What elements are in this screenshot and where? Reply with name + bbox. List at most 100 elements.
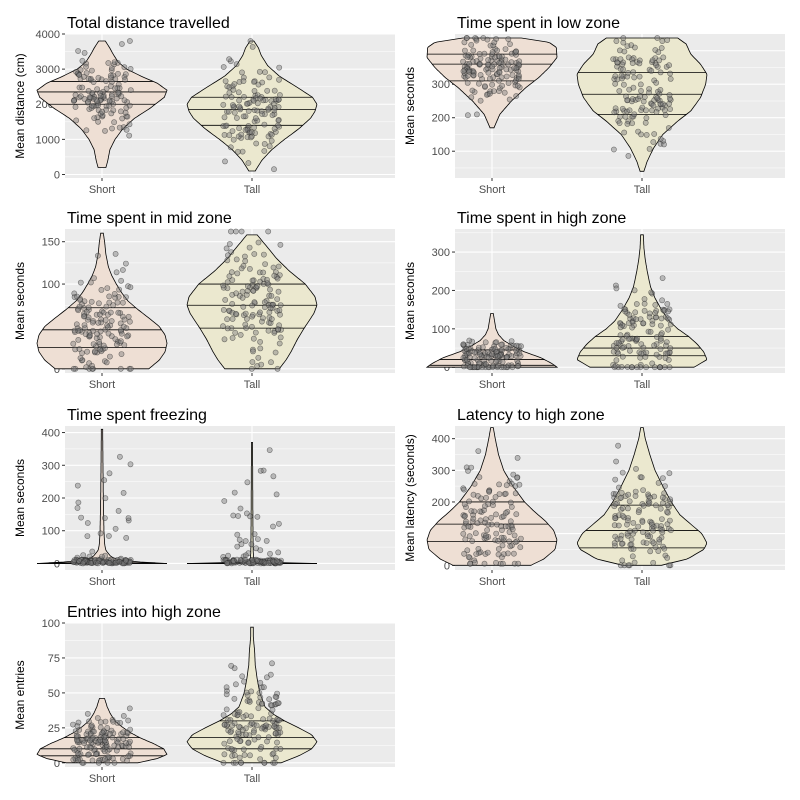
data-point bbox=[660, 54, 667, 61]
data-point bbox=[275, 288, 282, 295]
data-point bbox=[250, 729, 257, 736]
data-point bbox=[75, 757, 81, 764]
data-point bbox=[75, 499, 82, 506]
data-point bbox=[636, 60, 643, 67]
data-point bbox=[617, 56, 624, 62]
x-tick-label: Short bbox=[89, 576, 115, 588]
data-point bbox=[475, 448, 482, 454]
data-point bbox=[270, 759, 277, 766]
data-point bbox=[470, 47, 477, 54]
data-point bbox=[641, 307, 648, 314]
panel-title: Time spent freezing bbox=[67, 407, 207, 424]
data-point bbox=[623, 332, 630, 339]
data-point bbox=[648, 68, 655, 74]
data-point bbox=[466, 364, 473, 371]
data-point bbox=[108, 93, 115, 99]
data-point bbox=[633, 316, 639, 323]
data-point bbox=[247, 134, 254, 141]
data-point bbox=[71, 557, 78, 563]
data-point bbox=[646, 89, 652, 96]
x-tick-label: Short bbox=[89, 184, 115, 196]
x-tick-label: Tall bbox=[634, 576, 651, 588]
data-point bbox=[106, 98, 113, 105]
panel-title: Latency to high zone bbox=[457, 407, 605, 424]
data-point bbox=[223, 691, 230, 698]
data-point bbox=[667, 76, 674, 82]
data-point bbox=[247, 752, 253, 759]
data-point bbox=[96, 341, 103, 347]
data-point bbox=[660, 101, 666, 107]
data-point bbox=[251, 88, 258, 94]
data-point bbox=[112, 336, 119, 342]
data-point bbox=[244, 479, 251, 486]
data-point bbox=[89, 365, 96, 372]
data-point bbox=[120, 490, 127, 496]
data-point bbox=[265, 105, 272, 112]
violin-short bbox=[36, 428, 168, 564]
x-tick-label: Short bbox=[479, 379, 505, 391]
violin-tall bbox=[577, 234, 707, 368]
data-point bbox=[518, 343, 524, 350]
data-point bbox=[499, 554, 505, 561]
data-point bbox=[90, 341, 97, 347]
data-point bbox=[227, 729, 234, 736]
data-point bbox=[102, 515, 108, 521]
data-point bbox=[85, 88, 92, 94]
data-point bbox=[97, 346, 103, 353]
data-point bbox=[127, 66, 134, 72]
data-point bbox=[85, 314, 92, 321]
data-point bbox=[631, 74, 638, 81]
data-point bbox=[652, 302, 659, 308]
data-point bbox=[96, 757, 102, 764]
data-point bbox=[634, 335, 640, 342]
y-tick-label: 0 bbox=[444, 362, 450, 374]
data-point bbox=[653, 351, 660, 358]
data-point bbox=[505, 61, 512, 68]
data-point bbox=[239, 69, 245, 76]
data-point bbox=[236, 125, 242, 132]
data-point bbox=[460, 58, 466, 65]
data-point bbox=[626, 107, 633, 114]
data-point bbox=[617, 320, 623, 326]
data-point bbox=[236, 754, 243, 761]
panel-low-zone: Time spent in low zone Mean seconds 100 200… bbox=[400, 8, 790, 203]
data-point bbox=[468, 41, 475, 48]
data-point bbox=[258, 318, 265, 325]
data-point bbox=[471, 508, 478, 515]
data-point bbox=[111, 759, 118, 766]
data-point bbox=[664, 315, 671, 322]
data-point bbox=[615, 340, 622, 346]
data-point bbox=[464, 80, 471, 86]
data-point bbox=[234, 736, 241, 742]
data-point bbox=[125, 753, 132, 760]
data-point bbox=[103, 85, 110, 92]
data-point bbox=[500, 560, 506, 567]
data-point bbox=[272, 693, 279, 700]
data-point bbox=[101, 733, 108, 740]
data-point bbox=[75, 336, 82, 343]
x-tick-label: Short bbox=[89, 773, 115, 785]
data-point bbox=[483, 534, 490, 541]
data-point bbox=[667, 106, 673, 112]
data-point bbox=[247, 38, 254, 44]
data-point bbox=[270, 473, 277, 480]
data-point bbox=[89, 757, 96, 764]
data-point bbox=[658, 337, 664, 344]
data-point bbox=[249, 44, 256, 50]
data-point bbox=[257, 756, 263, 762]
x-tick-label: Short bbox=[479, 576, 505, 588]
data-point bbox=[274, 296, 281, 302]
data-point bbox=[256, 68, 263, 75]
data-point bbox=[495, 546, 502, 552]
chart-svg: Entries into high zone Mean entries 0 25 50 7… bbox=[13, 604, 395, 785]
data-point bbox=[666, 100, 672, 107]
data-point bbox=[127, 87, 134, 93]
data-point bbox=[275, 549, 282, 556]
data-point bbox=[517, 544, 524, 551]
chart-svg: Time spent in low zone Mean seconds 100 200… bbox=[403, 15, 785, 196]
data-point bbox=[514, 363, 521, 370]
data-point bbox=[224, 560, 231, 567]
data-point bbox=[257, 679, 264, 686]
data-point bbox=[483, 361, 489, 368]
data-point bbox=[239, 148, 246, 155]
